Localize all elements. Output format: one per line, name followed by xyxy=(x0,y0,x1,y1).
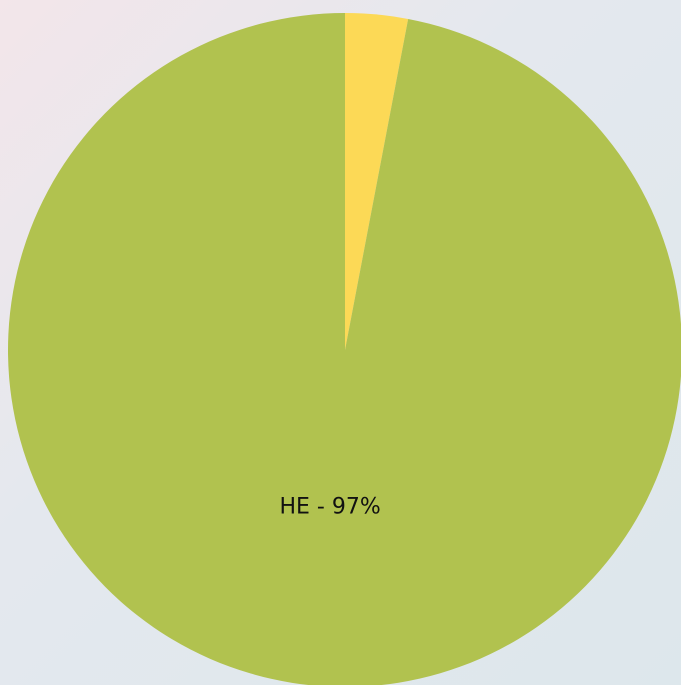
slice-label: HE - 97% xyxy=(279,495,380,520)
pie-slice xyxy=(345,13,409,350)
pie-slice xyxy=(8,13,681,685)
